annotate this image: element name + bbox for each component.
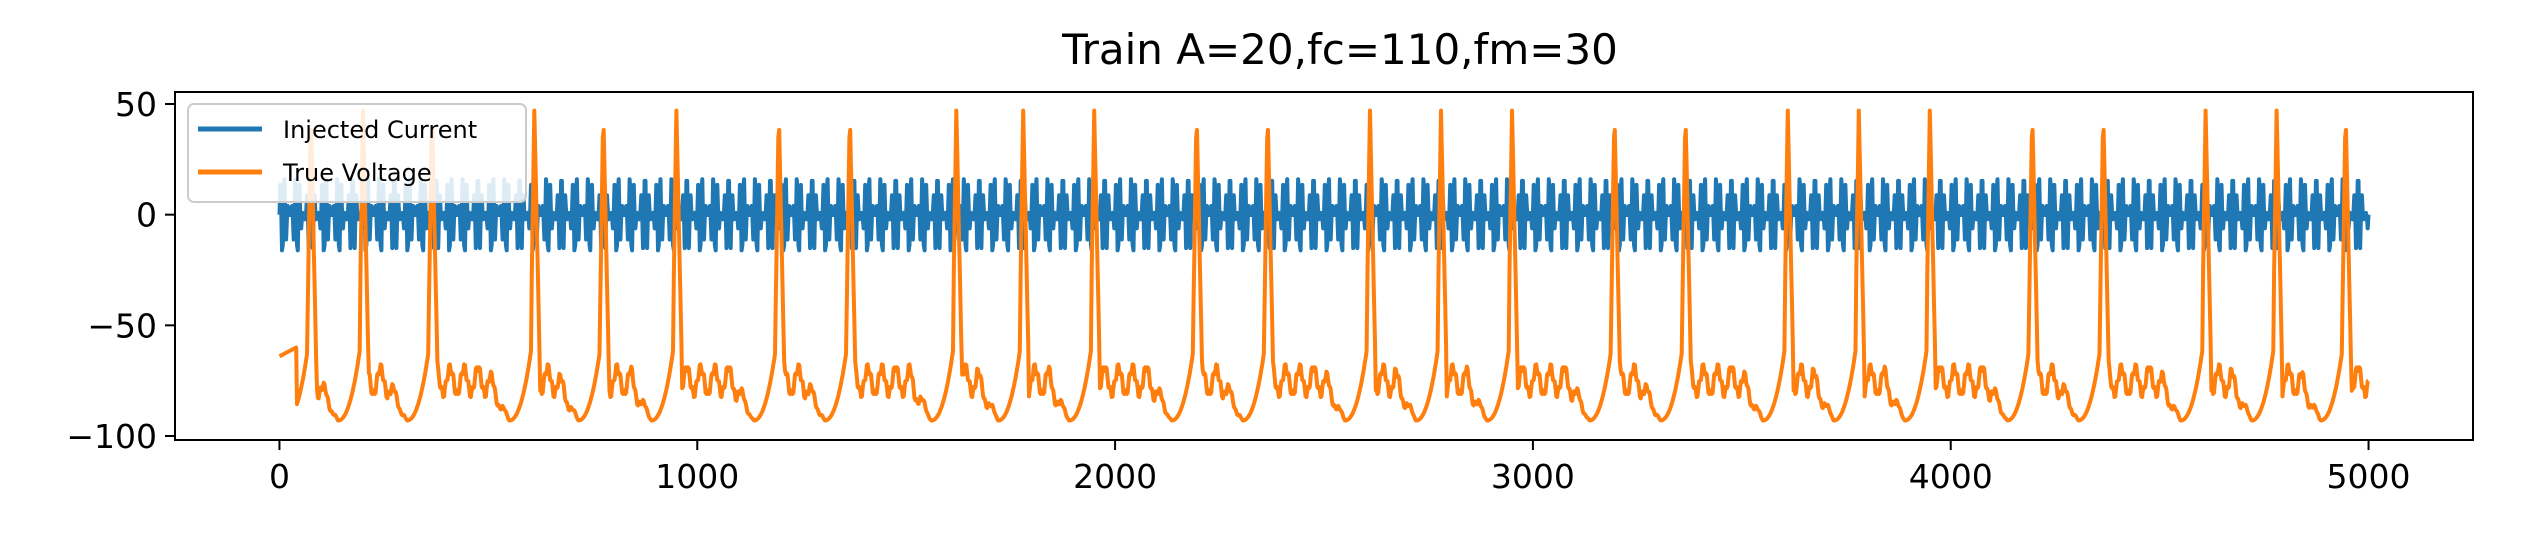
series-line-true-voltage	[278, 108, 2370, 423]
x-axis-ticks: 0 1000 2000 3000 4000 5000	[269, 440, 2411, 496]
x-tick-label: 4000	[1909, 457, 1993, 496]
x-tick-label: 0	[269, 457, 290, 496]
plot-area-frame	[174, 91, 2474, 441]
legend-box	[187, 103, 527, 203]
y-tick-label: −100	[66, 417, 157, 456]
y-axis-ticks: 50 0 −50 −100	[66, 85, 175, 456]
legend: Injected Current True Voltage	[187, 103, 527, 203]
chart-title: Train A=20,fc=110,fm=30	[1061, 25, 1618, 74]
series-layer	[277, 108, 2371, 423]
x-tick-label: 5000	[2327, 457, 2411, 496]
legend-label-true-voltage: True Voltage	[282, 159, 432, 187]
series-line-injected-current	[277, 177, 2371, 253]
y-tick-label: −50	[87, 306, 157, 345]
x-tick-label: 1000	[655, 457, 739, 496]
legend-label-injected-current: Injected Current	[283, 116, 477, 144]
x-tick-label: 2000	[1073, 457, 1157, 496]
y-tick-label: 50	[115, 85, 157, 124]
x-tick-label: 3000	[1491, 457, 1575, 496]
y-tick-label: 0	[136, 196, 157, 235]
